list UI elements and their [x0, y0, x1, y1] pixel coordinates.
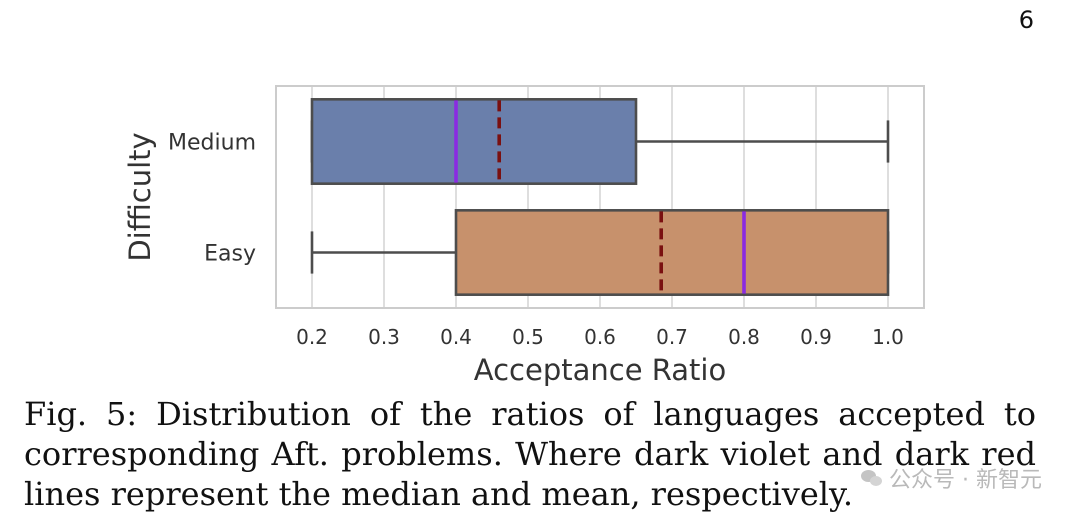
easy-box	[454, 209, 890, 296]
tick-labels: 0.2 0.3 0.4 0.5 0.6 0.7 0.8 0.9 1.0	[296, 325, 904, 349]
x-tick-label: 0.8	[728, 325, 760, 349]
category-label-medium: Medium	[168, 131, 256, 156]
category-labels: Medium Easy	[168, 131, 256, 267]
x-tick-label: 0.2	[296, 325, 328, 349]
x-tick-label: 0.9	[800, 325, 832, 349]
plot-frame	[275, 85, 925, 309]
category-label-easy: Easy	[204, 242, 256, 267]
figure-caption: Fig. 5: Distribution of the ratios of la…	[24, 395, 1036, 513]
x-tick-label: 0.7	[656, 325, 688, 349]
watermark: 公众号 · 新智元	[861, 462, 1042, 494]
x-tick-label: 1.0	[872, 325, 904, 349]
box-plot-chart: 0.2 0.3 0.4 0.5 0.6 0.7 0.8 0.9 1.0 Medium Easy A…	[123, 85, 925, 387]
x-axis-label: Acceptance Ratio	[474, 353, 726, 387]
y-axis-label: Difficulty	[123, 132, 157, 261]
x-tick-label: 0.5	[512, 325, 544, 349]
x-tick-label: 0.3	[368, 325, 400, 349]
wechat-icon	[861, 469, 883, 487]
watermark-text: 公众号 · 新智元	[889, 468, 1042, 493]
boxes-layer	[310, 98, 890, 296]
page-number: 6	[1018, 6, 1034, 34]
x-tick-label: 0.4	[440, 325, 472, 349]
x-tick-label: 0.6	[584, 325, 616, 349]
medium-box	[310, 98, 638, 185]
